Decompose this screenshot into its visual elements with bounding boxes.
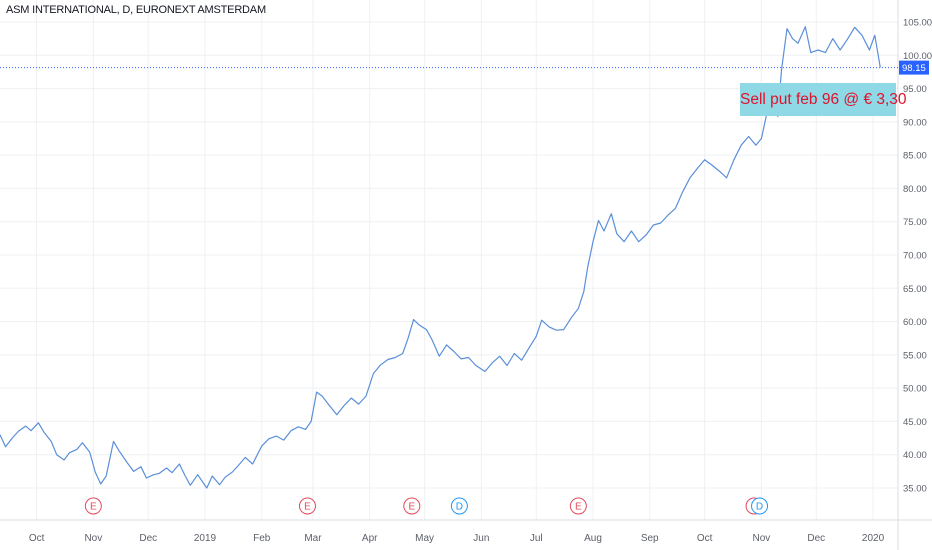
earnings-marker	[403, 497, 421, 515]
x-tick-label: 2019	[194, 533, 217, 544]
dividend-marker	[450, 497, 468, 515]
x-tick-label: Feb	[253, 533, 271, 544]
x-tick-label: Apr	[362, 533, 378, 544]
y-tick-label: 45.00	[903, 417, 927, 428]
earnings-marker	[569, 497, 587, 515]
x-tick-label: Dec	[807, 533, 825, 544]
y-tick-label: 75.00	[903, 217, 927, 228]
earnings-marker-label: E	[304, 502, 311, 513]
y-tick-label: 65.00	[903, 284, 927, 295]
y-tick-label: 95.00	[903, 84, 927, 95]
x-tick-label: Jun	[473, 533, 489, 544]
x-tick-label: Nov	[84, 533, 102, 544]
earnings-marker-label: E	[575, 502, 582, 513]
chart-title: ASM INTERNATIONAL, D, EURONEXT AMSTERDAM	[6, 4, 266, 16]
sell-put-callout[interactable]: Sell put feb 96 @ € 3,30	[740, 83, 907, 116]
y-tick-label: 55.00	[903, 350, 927, 361]
earnings-marker	[84, 497, 102, 515]
y-tick-label: 70.00	[903, 251, 927, 262]
x-tick-label: May	[415, 533, 434, 544]
x-tick-label: Mar	[304, 533, 322, 544]
y-tick-label: 35.00	[903, 484, 927, 495]
y-tick-label: 105.00	[903, 18, 932, 29]
y-tick-label: 40.00	[903, 450, 927, 461]
y-tick-label: 90.00	[903, 117, 927, 128]
last-price-badge	[899, 60, 929, 75]
price-series-line	[0, 26, 881, 489]
x-tick-label: 2020	[862, 533, 885, 544]
x-tick-label: Sep	[641, 533, 659, 544]
x-tick-label: Nov	[752, 533, 770, 544]
dividend-marker-label: D	[456, 502, 463, 513]
y-tick-label: 50.00	[903, 384, 927, 395]
x-tick-label: Aug	[584, 533, 602, 544]
dividend-marker	[751, 497, 769, 515]
y-tick-label: 80.00	[903, 184, 927, 195]
earnings-marker-label: E	[90, 502, 97, 513]
earnings-marker	[298, 497, 316, 515]
y-tick-label: 85.00	[903, 151, 927, 162]
x-tick-label: Oct	[697, 533, 713, 544]
x-tick-label: Oct	[29, 533, 45, 544]
x-tick-label: Jul	[530, 533, 543, 544]
y-tick-label: 60.00	[903, 317, 927, 328]
earnings-marker-label: E	[408, 502, 415, 513]
dividend-marker-label: D	[756, 502, 763, 513]
x-tick-label: Dec	[139, 533, 157, 544]
last-price-label: 98.15	[902, 63, 926, 74]
y-tick-label: 100.00	[903, 51, 932, 62]
